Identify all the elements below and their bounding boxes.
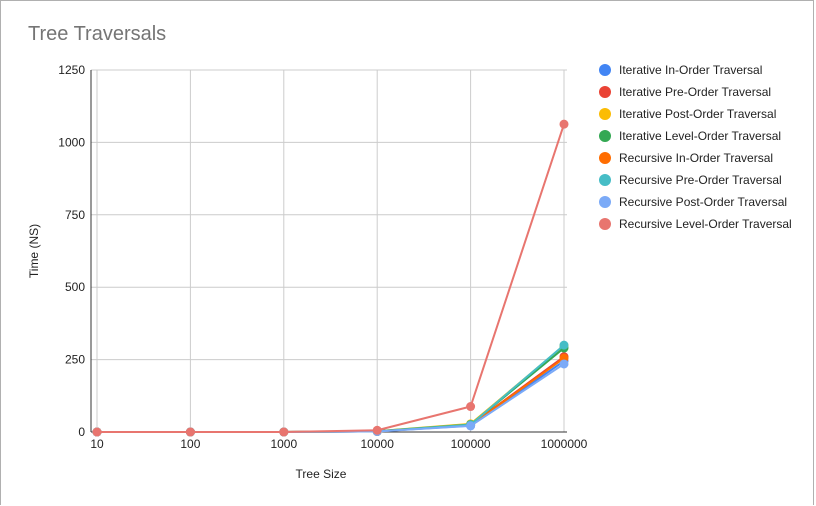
data-point [185,427,195,437]
series-line [97,360,565,433]
legend-marker [599,64,611,76]
legend-marker [599,130,611,142]
legend-label: Recursive Pre-Order Traversal [619,173,782,187]
series-line [97,123,565,433]
series-3 [92,341,569,437]
legend-label: Recursive In-Order Traversal [619,151,773,165]
series-line [97,344,565,433]
gridlines [91,69,567,432]
legend-marker [599,86,611,98]
x-tick-label: 100 [180,437,200,451]
data-point [559,119,569,129]
x-tick-label: 1000 [270,437,297,451]
data-point [372,425,382,435]
legend-label: Recursive Level-Order Traversal [619,217,792,231]
data-point [279,427,289,437]
legend-label: Iterative Pre-Order Traversal [619,85,771,99]
data-point [559,340,569,350]
series-5 [92,353,569,437]
data-point [92,427,102,437]
data-point [559,359,569,369]
series-line [97,357,565,433]
y-tick-label: 750 [65,208,85,222]
series-6 [92,340,569,437]
y-tick-label: 500 [65,280,85,294]
legend-label: Recursive Post-Order Traversal [619,195,787,209]
data-point [466,402,476,412]
series-7 [92,359,569,437]
y-tick-label: 250 [65,353,85,367]
x-tick-label: 100000 [451,437,491,451]
legend-label: Iterative Post-Order Traversal [619,107,776,121]
series-1 [92,356,569,437]
y-axis-title: Time (NS) [27,224,41,278]
legend-marker [599,218,611,230]
data-point [466,421,476,431]
x-axis-title: Tree Size [296,467,347,481]
legend-label: Iterative Level-Order Traversal [619,129,781,143]
series-line [97,344,565,433]
y-tick-label: 1250 [58,63,85,77]
x-tick-label: 10000 [361,437,395,451]
chart-title: Tree Traversals [28,23,167,45]
y-tick-label: 1000 [58,135,85,149]
series-2 [92,352,569,437]
legend-marker [599,174,611,186]
series-4 [92,343,569,437]
series-line [97,355,565,433]
x-tick-label: 10 [90,437,104,451]
legend-marker [599,196,611,208]
y-tick-label: 0 [78,425,85,439]
legend-label: Iterative In-Order Traversal [619,63,762,77]
legend-marker [599,108,611,120]
legend: Iterative In-Order Traversal Iterative Pr… [599,63,792,231]
series-8 [92,119,569,437]
legend-marker [599,152,611,164]
series-line [97,347,565,433]
x-tick-label: 1000000 [541,437,588,451]
series-line [97,363,565,433]
